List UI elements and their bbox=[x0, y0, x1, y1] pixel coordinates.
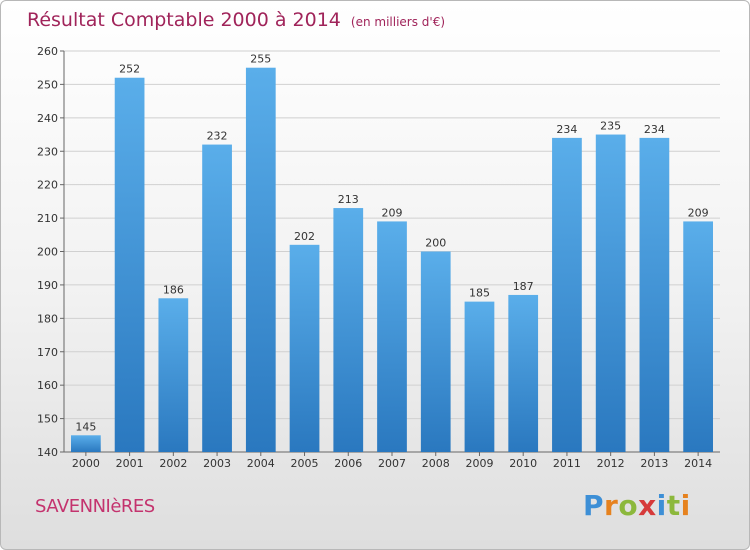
bar bbox=[202, 144, 232, 453]
data-label: 234 bbox=[556, 123, 577, 136]
logo-letter: i bbox=[680, 489, 691, 522]
data-label: 232 bbox=[207, 130, 228, 143]
bar bbox=[70, 435, 101, 452]
data-label: 186 bbox=[163, 283, 184, 296]
y-tick-label: 170 bbox=[37, 346, 58, 359]
x-tick-label: 2007 bbox=[378, 457, 406, 470]
x-tick-label: 2003 bbox=[203, 457, 231, 470]
x-tick-label: 2001 bbox=[116, 457, 144, 470]
y-tick-label: 160 bbox=[37, 379, 58, 392]
y-tick-label: 150 bbox=[37, 413, 58, 426]
logo-letter: i bbox=[656, 489, 667, 522]
y-tick-label: 220 bbox=[37, 179, 58, 192]
x-tick-label: 2006 bbox=[334, 457, 362, 470]
bar bbox=[508, 294, 539, 452]
logo-letter: t bbox=[666, 489, 681, 522]
x-tick-label: 2011 bbox=[553, 457, 581, 470]
chart-unit-label: (en milliers d'€) bbox=[350, 15, 446, 29]
data-label: 200 bbox=[425, 237, 446, 250]
proxiti-logo: Proxiti bbox=[583, 489, 691, 522]
bar bbox=[683, 221, 714, 452]
x-tick-label: 2000 bbox=[72, 457, 100, 470]
data-label: 252 bbox=[119, 63, 140, 76]
y-tick-label: 140 bbox=[37, 446, 58, 459]
y-tick-label: 190 bbox=[37, 279, 58, 292]
y-tick-label: 250 bbox=[37, 78, 58, 91]
x-tick-label: 2010 bbox=[509, 457, 537, 470]
bar bbox=[464, 301, 495, 452]
y-tick-label: 200 bbox=[37, 246, 58, 259]
data-label: 213 bbox=[338, 193, 359, 206]
data-label: 185 bbox=[469, 287, 490, 300]
y-tick-label: 260 bbox=[37, 45, 58, 58]
data-label: 255 bbox=[250, 53, 271, 66]
data-label: 209 bbox=[688, 206, 709, 219]
logo-letter: r bbox=[604, 489, 619, 522]
y-tick-label: 230 bbox=[37, 145, 58, 158]
x-tick-label: 2002 bbox=[159, 457, 187, 470]
data-label: 145 bbox=[75, 420, 96, 433]
bar bbox=[245, 67, 276, 452]
y-tick-label: 210 bbox=[37, 212, 58, 225]
bar bbox=[333, 208, 364, 452]
bar bbox=[595, 134, 626, 452]
x-tick-label: 2005 bbox=[291, 457, 319, 470]
y-tick-label: 180 bbox=[37, 312, 58, 325]
data-label: 234 bbox=[644, 123, 665, 136]
data-label: 187 bbox=[513, 280, 534, 293]
x-tick-label: 2014 bbox=[684, 457, 712, 470]
commune-name: SAVENNIèRES bbox=[35, 496, 155, 517]
x-tick-label: 2008 bbox=[422, 457, 450, 470]
bar bbox=[289, 244, 320, 452]
logo-letter: P bbox=[583, 489, 605, 522]
bar bbox=[420, 251, 451, 452]
logo-letter: x bbox=[638, 489, 657, 522]
bar bbox=[552, 137, 582, 452]
data-label: 202 bbox=[294, 230, 315, 243]
chart-title: Résultat Comptable 2000 à 2014 (en millie… bbox=[27, 9, 445, 31]
x-tick-label: 2009 bbox=[465, 457, 493, 470]
bar bbox=[639, 137, 670, 452]
logo-letter: o bbox=[618, 489, 639, 522]
bar bbox=[114, 77, 145, 452]
data-label: 209 bbox=[382, 206, 403, 219]
x-tick-label: 2012 bbox=[597, 457, 625, 470]
y-tick-label: 240 bbox=[37, 112, 58, 125]
bar bbox=[158, 298, 189, 452]
x-tick-label: 2013 bbox=[640, 457, 668, 470]
chart-title-text: Résultat Comptable 2000 à 2014 bbox=[27, 9, 341, 31]
x-tick-label: 2004 bbox=[247, 457, 275, 470]
bar bbox=[377, 221, 407, 452]
data-label: 235 bbox=[600, 120, 621, 133]
